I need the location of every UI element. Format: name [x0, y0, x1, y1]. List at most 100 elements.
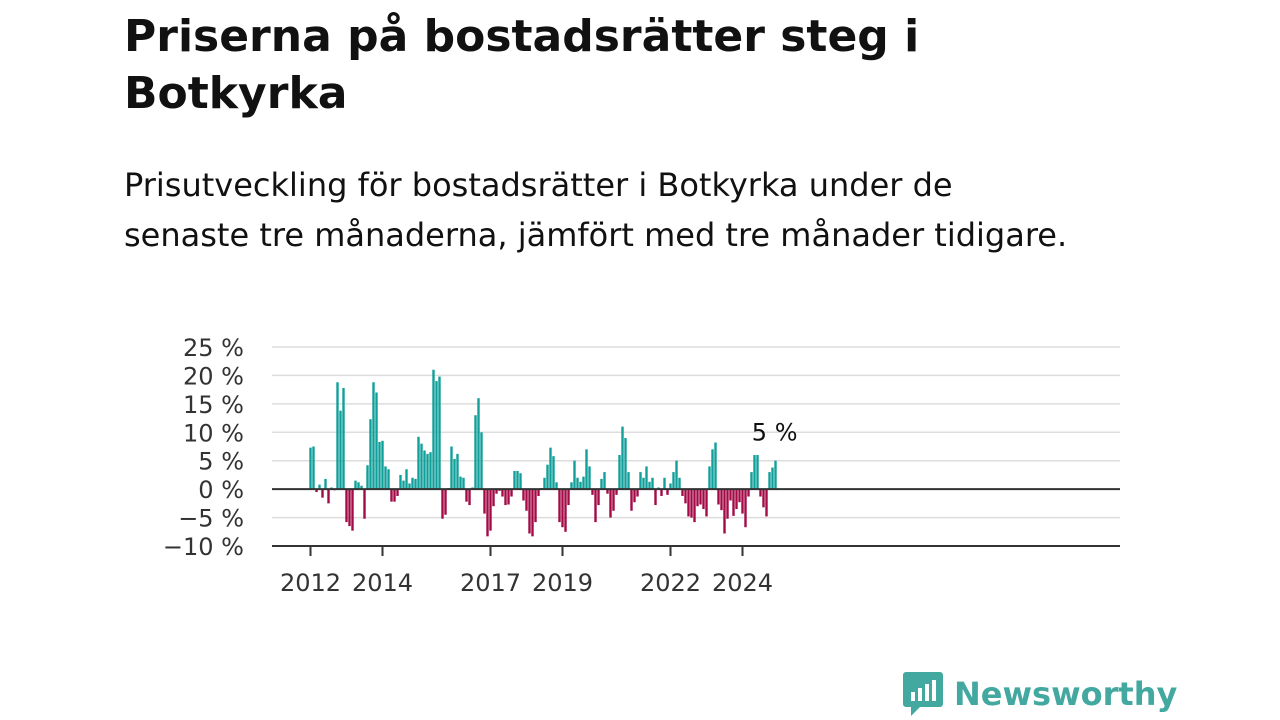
- bar: [537, 489, 540, 496]
- bar: [624, 437, 627, 490]
- bar: [681, 489, 684, 496]
- bar: [357, 482, 360, 490]
- bar: [480, 432, 483, 490]
- bar: [351, 489, 354, 531]
- bar: [324, 478, 327, 490]
- bar: [477, 398, 480, 490]
- bar: [522, 489, 525, 501]
- bar: [690, 489, 693, 518]
- bar: [642, 477, 645, 490]
- bar: [531, 489, 534, 537]
- newsworthy-logo-icon: [903, 672, 943, 716]
- chart-grid: [272, 346, 1120, 547]
- bar: [711, 449, 714, 490]
- bar: [396, 489, 399, 496]
- x-tick-label: 2014: [352, 569, 413, 597]
- bar: [378, 441, 381, 490]
- bar: [474, 415, 477, 490]
- bar: [546, 464, 549, 490]
- bar: [510, 489, 513, 497]
- bar: [309, 447, 312, 490]
- bar: [318, 484, 321, 490]
- bar: [621, 426, 624, 490]
- bar: [585, 449, 588, 490]
- bar: [582, 476, 585, 490]
- bar: [729, 489, 732, 501]
- bar: [678, 477, 681, 490]
- bar: [714, 442, 717, 490]
- bar: [426, 453, 429, 490]
- bar: [321, 489, 324, 498]
- bar: [708, 466, 711, 490]
- bar: [579, 481, 582, 490]
- bar: [717, 489, 720, 505]
- brand-name: Newsworthy: [954, 675, 1178, 713]
- bar: [441, 489, 444, 519]
- bar: [684, 489, 687, 504]
- bar: [564, 489, 567, 532]
- bar: [588, 466, 591, 490]
- bar: [552, 456, 555, 490]
- bar: [438, 376, 441, 490]
- bar: [462, 477, 465, 490]
- x-axis: 2012 2014 2017 2019 2022 2024: [272, 488, 1120, 597]
- bar: [459, 476, 462, 490]
- bar: [393, 489, 396, 502]
- bar: [432, 369, 435, 490]
- x-tick-label: 2024: [712, 569, 773, 597]
- bar: [507, 489, 510, 505]
- bar: [483, 489, 486, 514]
- bar: [384, 466, 387, 490]
- bar: [567, 489, 570, 506]
- bar: [420, 443, 423, 490]
- bar: [369, 419, 372, 490]
- bar: [660, 489, 663, 496]
- bar: [699, 489, 702, 505]
- bar: [444, 489, 447, 515]
- bar: [756, 455, 759, 490]
- y-tick-label: 20 %: [183, 362, 244, 390]
- bar: [405, 469, 408, 490]
- bar: [402, 480, 405, 490]
- bar: [570, 482, 573, 490]
- bar: [606, 489, 609, 494]
- bar: [576, 477, 579, 490]
- bar: [456, 453, 459, 490]
- bar: [558, 489, 561, 523]
- bar: [663, 477, 666, 490]
- bar: [675, 460, 678, 490]
- bar: [723, 489, 726, 534]
- x-tick-label: 2022: [640, 569, 701, 597]
- bar: [315, 489, 318, 492]
- y-tick-label: 0 %: [198, 476, 244, 504]
- bar: [345, 489, 348, 523]
- bar: [750, 472, 753, 490]
- bar: [726, 489, 729, 519]
- bar: [453, 459, 456, 490]
- y-tick-label: −5 %: [178, 505, 244, 533]
- bar: [594, 489, 597, 523]
- bar: [528, 489, 531, 534]
- x-tick-label: 2017: [460, 569, 521, 597]
- y-tick-label: 5 %: [198, 448, 244, 476]
- bar: [696, 489, 699, 507]
- bar: [735, 489, 738, 510]
- x-tick-label: 2012: [280, 569, 341, 597]
- bar: [651, 477, 654, 490]
- bar: [741, 489, 744, 514]
- bar: [489, 489, 492, 531]
- newsworthy-logo[interactable]: Newsworthy: [902, 670, 1177, 718]
- bar: [513, 470, 516, 490]
- x-tick-label: 2019: [532, 569, 593, 597]
- bar: [633, 489, 636, 503]
- bar: [486, 489, 489, 537]
- bar: [450, 446, 453, 490]
- bar: [504, 489, 507, 506]
- bar: [390, 489, 393, 502]
- chart-annotations: 5 %: [752, 418, 798, 446]
- bar: [636, 489, 639, 497]
- bar: [744, 489, 747, 528]
- bar: [381, 440, 384, 490]
- bar: [768, 472, 771, 490]
- bar: [534, 489, 537, 523]
